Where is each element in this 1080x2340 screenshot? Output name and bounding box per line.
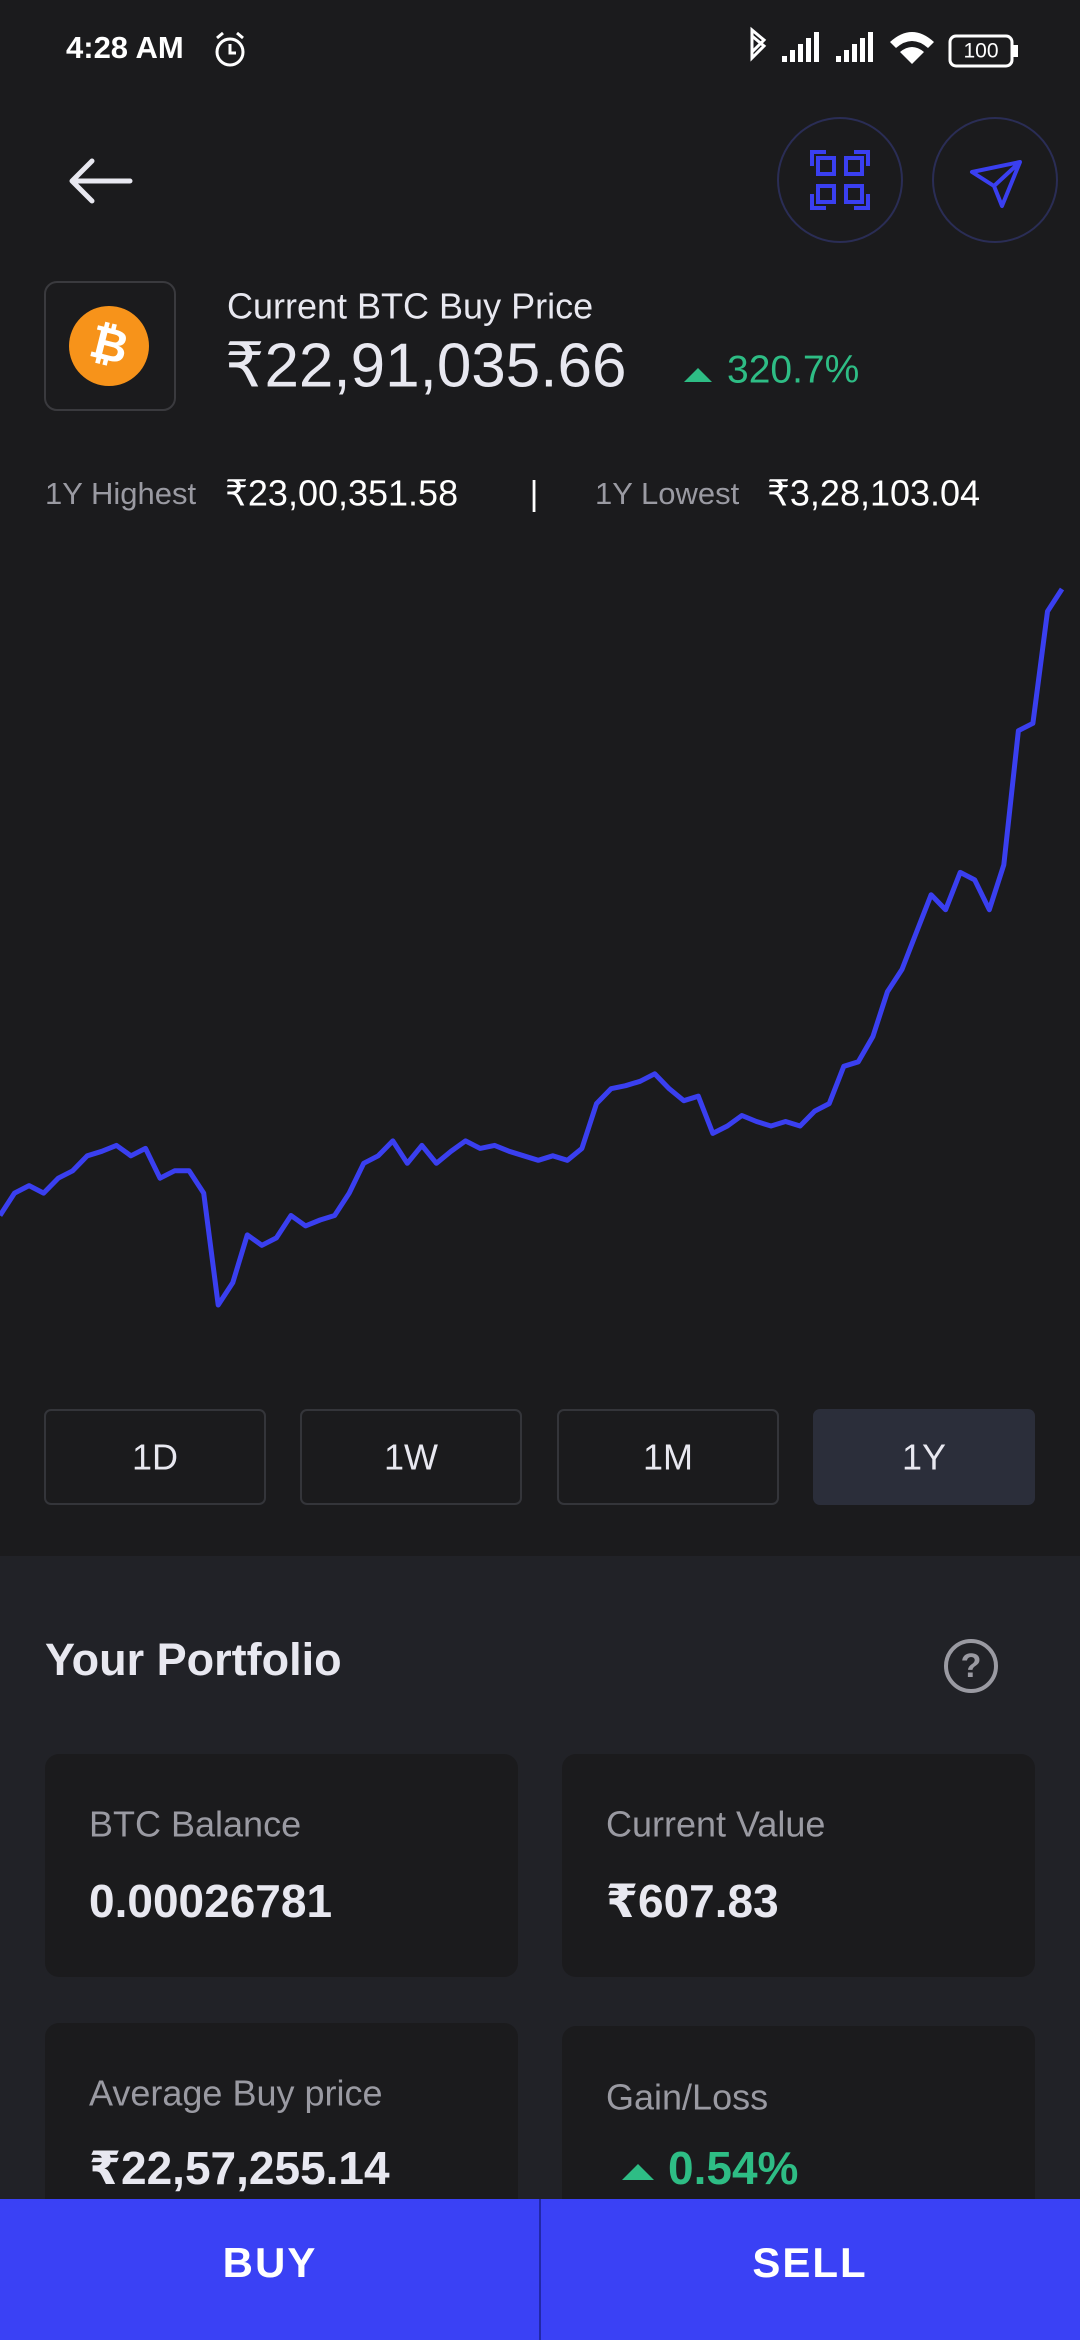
low-value: ₹3,28,103.04 [767, 473, 980, 514]
header-change: 320.7% [727, 348, 859, 391]
send-button[interactable] [932, 117, 1058, 243]
sell-label[interactable]: SELL [752, 2239, 867, 2286]
buy-button[interactable] [0, 2199, 539, 2340]
price-chart [0, 587, 1065, 1308]
up-arrow [622, 2164, 654, 2180]
period-label[interactable]: 1W [384, 1437, 438, 1478]
portfolio-title: Your Portfolio [45, 1634, 342, 1685]
card-label: Gain/Loss [606, 2077, 768, 2118]
low-label: 1Y Lowest [595, 476, 740, 511]
high-label: 1Y Highest [45, 476, 196, 511]
period-button[interactable] [813, 1409, 1035, 1505]
bitcoin-logo [69, 306, 149, 386]
header-price: ₹22,91,035.66 [225, 331, 626, 400]
card-value: ₹607.83 [606, 1875, 779, 1927]
qr-scan-button[interactable] [777, 117, 903, 243]
period-button[interactable] [557, 1409, 779, 1505]
period-button[interactable] [44, 1409, 266, 1505]
separator: | [530, 475, 539, 513]
price-line [0, 587, 1065, 1308]
period-label[interactable]: 1M [643, 1437, 693, 1478]
header-title: Current BTC Buy Price [227, 286, 593, 327]
divider [539, 2199, 541, 2340]
card-value: ₹22,57,255.14 [89, 2142, 390, 2194]
top-background [0, 0, 1080, 1556]
battery-level: 100 [963, 40, 998, 63]
sell-button[interactable] [541, 2199, 1080, 2340]
high-value: ₹23,00,351.58 [225, 473, 458, 514]
status-time: 4:28 AM [66, 30, 184, 65]
period-label[interactable]: 1D [132, 1437, 178, 1478]
help-button[interactable]: ? [944, 1639, 998, 1693]
up-arrow [684, 368, 712, 382]
card [562, 1754, 1035, 1977]
buy-label[interactable]: BUY [223, 2239, 318, 2286]
card-value: 0.00026781 [89, 1875, 332, 1927]
card [45, 1754, 518, 1977]
card-label: Average Buy price [89, 2073, 383, 2114]
period-button[interactable] [300, 1409, 522, 1505]
status-icons [750, 26, 1018, 68]
svg-text:?: ? [961, 1647, 982, 1685]
period-selector: 1D 1W 1M 1Y [44, 1409, 1035, 1505]
period-label[interactable]: 1Y [902, 1437, 946, 1478]
card-label: BTC Balance [89, 1804, 301, 1845]
alarm-icon [215, 31, 245, 67]
card-label: Current Value [606, 1804, 825, 1845]
card-value: 0.54% [668, 2142, 798, 2194]
back-button[interactable] [69, 158, 133, 204]
